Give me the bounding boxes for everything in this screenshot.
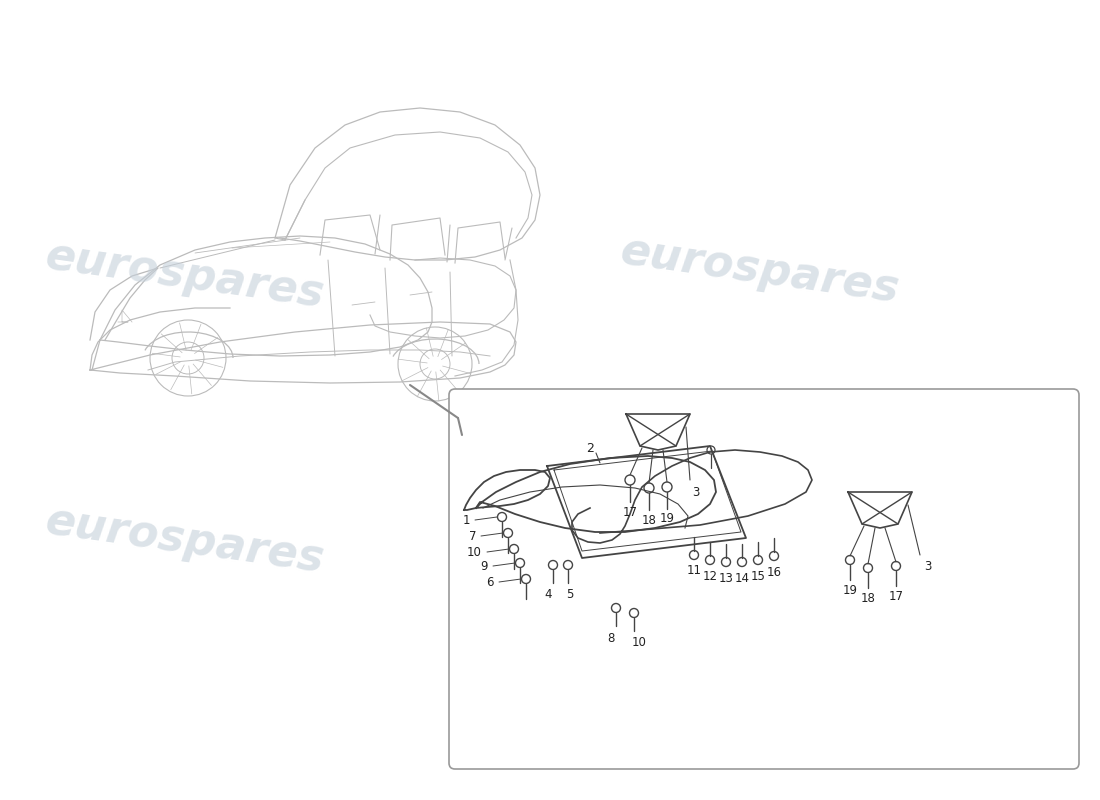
- Text: 17: 17: [889, 590, 903, 602]
- Text: eurospares: eurospares: [43, 234, 328, 316]
- Text: 18: 18: [860, 591, 876, 605]
- Text: 12: 12: [703, 570, 717, 582]
- Text: 4: 4: [544, 589, 552, 602]
- Text: 5: 5: [566, 589, 574, 602]
- Text: 19: 19: [843, 583, 858, 597]
- Text: 1: 1: [462, 514, 470, 526]
- Text: 10: 10: [468, 546, 482, 558]
- Text: eurospares: eurospares: [43, 499, 328, 581]
- Text: 9: 9: [481, 559, 488, 573]
- Text: 2: 2: [586, 442, 594, 454]
- Text: 18: 18: [641, 514, 657, 526]
- Text: 13: 13: [718, 571, 734, 585]
- Text: 6: 6: [486, 575, 494, 589]
- Text: 11: 11: [686, 565, 702, 578]
- Text: 15: 15: [750, 570, 766, 582]
- FancyBboxPatch shape: [449, 389, 1079, 769]
- Text: 10: 10: [631, 637, 647, 650]
- Text: eurospares: eurospares: [604, 522, 836, 588]
- Text: eurospares: eurospares: [618, 229, 902, 311]
- Text: 14: 14: [735, 571, 749, 585]
- Text: 19: 19: [660, 513, 674, 526]
- Text: 17: 17: [623, 506, 638, 518]
- Text: 7: 7: [469, 530, 476, 542]
- Text: 8: 8: [607, 631, 615, 645]
- Text: 16: 16: [767, 566, 781, 578]
- Text: 3: 3: [692, 486, 700, 498]
- Text: 3: 3: [924, 561, 932, 574]
